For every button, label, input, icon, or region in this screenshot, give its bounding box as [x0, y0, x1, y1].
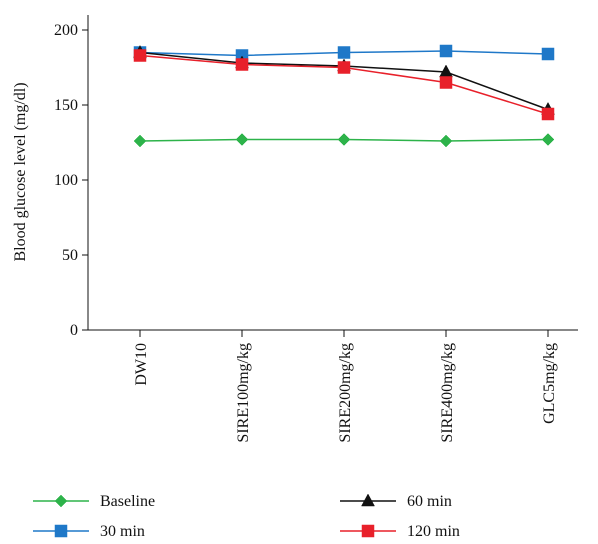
data-point — [440, 135, 452, 147]
data-point — [542, 134, 554, 146]
y-axis-label: Blood glucose level (mg/dl) — [12, 82, 29, 261]
data-point — [338, 134, 350, 146]
y-tick-label: 50 — [62, 247, 78, 264]
data-point — [542, 108, 554, 120]
y-tick-label: 200 — [54, 22, 78, 39]
data-point — [236, 59, 248, 71]
legend-label: Baseline — [100, 493, 155, 510]
y-tick-label: 0 — [70, 322, 78, 339]
x-tick-label: SIRE200mg/kg — [337, 343, 354, 443]
data-point — [440, 45, 452, 57]
legend-marker — [55, 525, 67, 537]
legend-marker — [55, 495, 67, 507]
y-axis-ticks: 0 50 100 150 200 — [54, 22, 88, 339]
x-axis-ticks: DW10 SIRE100mg/kg SIRE200mg/kg SIRE400mg/kg… — [133, 330, 558, 443]
legend-marker — [362, 525, 374, 537]
x-tick-label: SIRE100mg/kg — [235, 343, 252, 443]
series-layer — [134, 45, 555, 147]
legend-item-120-min: 120 min — [340, 523, 460, 540]
y-tick-label: 150 — [54, 97, 78, 114]
y-tick-label: 100 — [54, 172, 78, 189]
legend-label: 60 min — [407, 493, 452, 510]
data-point — [338, 47, 350, 59]
data-point — [236, 134, 248, 146]
legend-item-30-min: 30 min — [33, 523, 145, 540]
x-tick-label: GLC5mg/kg — [541, 343, 558, 424]
x-tick-label: DW10 — [133, 343, 150, 386]
legend-label: 30 min — [100, 523, 145, 540]
data-point — [338, 62, 350, 74]
legend-item-baseline: Baseline — [33, 493, 155, 510]
axes — [88, 15, 578, 330]
data-point — [134, 50, 146, 62]
data-point — [134, 135, 146, 147]
legend-marker — [362, 494, 375, 506]
legend-item-60-min: 60 min — [340, 493, 452, 510]
data-point — [542, 48, 554, 60]
legend-label: 120 min — [407, 523, 460, 540]
x-tick-label: SIRE400mg/kg — [439, 343, 456, 443]
data-point — [440, 77, 452, 89]
legend: Baseline 30 min 60 min 120 min — [33, 493, 460, 540]
series-baseline — [134, 134, 554, 148]
